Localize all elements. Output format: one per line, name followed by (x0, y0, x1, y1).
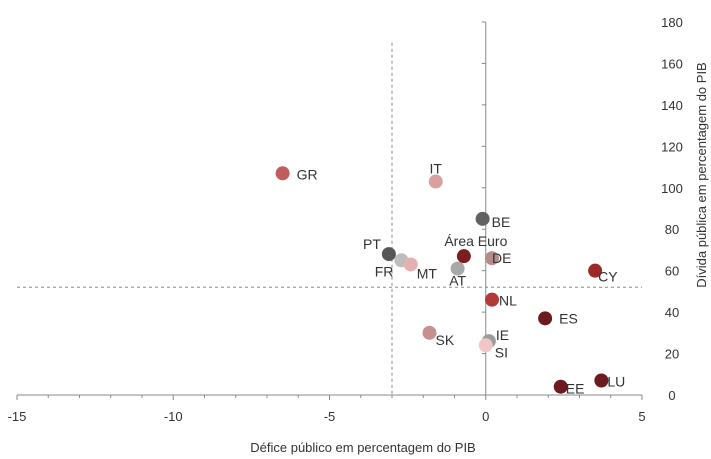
y-tick-label: 120 (661, 139, 683, 154)
y-tick-label: 60 (665, 264, 679, 279)
y-tick-label: 0 (668, 388, 675, 403)
y-axis-title: Dívida pública em percentagem do PIB (694, 62, 709, 287)
point-label-it: IT (430, 161, 443, 177)
point-it (428, 174, 443, 189)
data-points (275, 166, 609, 394)
point-es (538, 311, 553, 326)
y-tick-label: 100 (661, 181, 683, 196)
y-tick-label: 80 (665, 222, 679, 237)
point-label-nl: NL (499, 293, 517, 309)
point-label--rea-euro: Área Euro (444, 233, 507, 249)
point-label-si: SI (495, 344, 508, 360)
point-label-mt: MT (417, 265, 438, 281)
x-tick-label: 0 (482, 409, 489, 424)
point-label-ie: IE (496, 327, 509, 343)
y-tick-labels: 0 20 40 60 80 100 120 140 160 180 (661, 15, 683, 403)
point-label-pt: PT (363, 236, 381, 252)
point-label-es: ES (559, 310, 578, 326)
point-mt (403, 257, 418, 272)
point--rea-euro (456, 249, 471, 264)
reference-lines (17, 42, 642, 395)
point-nl (485, 292, 499, 307)
point-lu (594, 373, 609, 388)
point-pt (381, 247, 396, 262)
y-tick-label: 160 (661, 56, 683, 71)
point-si (478, 338, 493, 353)
y-tick-label: 40 (665, 305, 679, 320)
point-label-cy: CY (598, 269, 618, 285)
point-label-be: BE (492, 214, 511, 230)
point-de (485, 251, 499, 266)
point-ee (553, 379, 568, 394)
point-label-fr: FR (375, 263, 394, 279)
x-tick-label: -5 (324, 409, 336, 424)
y-tick-label: 20 (665, 347, 679, 362)
point-label-de: DE (492, 250, 511, 266)
point-label-ee: EE (566, 381, 585, 397)
point-be (475, 211, 490, 226)
point-cy (588, 263, 603, 278)
point-at (450, 261, 465, 276)
x-axis-title: Défice público em percentagem do PIB (250, 440, 475, 455)
point-label-lu: LU (607, 373, 625, 389)
point-label-at: AT (449, 273, 466, 289)
point-label-sk: SK (436, 332, 455, 348)
x-tick-label: 5 (638, 409, 645, 424)
axes (16, 21, 643, 400)
x-tick-labels: -15 -10 -5 0 5 (8, 409, 646, 424)
point-sk (422, 325, 437, 340)
x-tick-label: -10 (164, 409, 183, 424)
x-tick-label: -15 (8, 409, 27, 424)
point-label-gr: GR (297, 166, 318, 182)
point-gr (275, 166, 290, 181)
y-tick-label: 140 (661, 98, 683, 113)
y-tick-label: 180 (661, 15, 683, 30)
